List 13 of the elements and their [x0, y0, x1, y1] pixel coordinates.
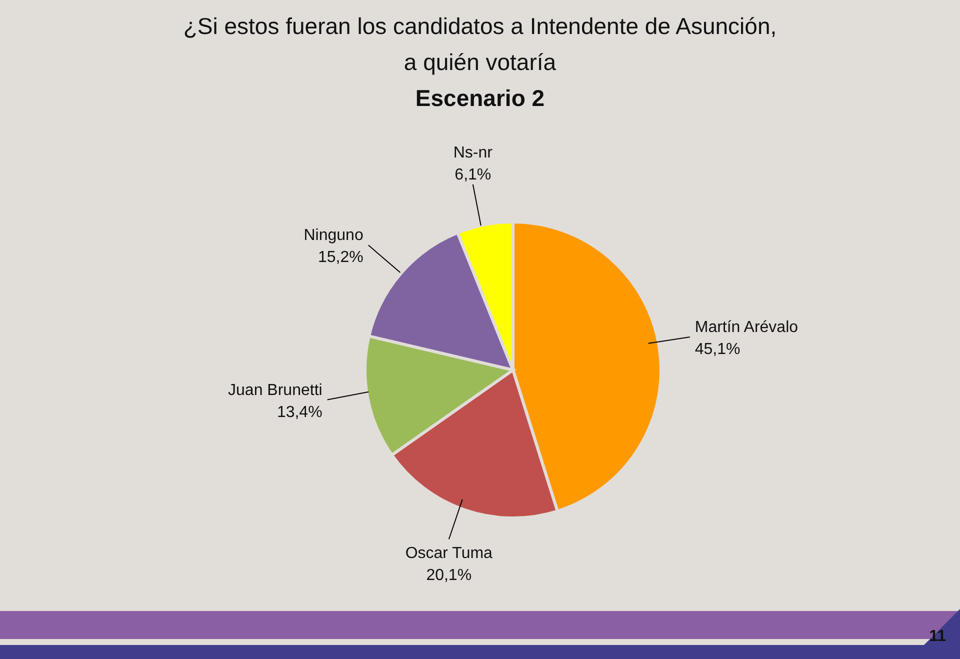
text: 11 — [929, 628, 946, 646]
data-label: 15,2% — [318, 248, 364, 266]
data-label: 6,1% — [454, 166, 492, 183]
data-label: 13,4% — [276, 403, 322, 420]
slice-label: Juan Brunetti — [228, 381, 322, 398]
slice-label: Ns-nr — [453, 144, 494, 161]
slice-label: Martín Arévalo — [694, 318, 798, 336]
data-label: 45,1% — [694, 340, 740, 358]
chart-title: ¿Si estos fueran los candidatos a Intendente de Asunción, a quién votaría — [182, 12, 778, 77]
chart-subtitle: Escenario 2 — [414, 84, 546, 113]
slice-label: Oscar Tuma — [405, 544, 493, 562]
data-label: 20,1% — [426, 566, 472, 584]
slice-label: Ninguno — [304, 226, 364, 244]
